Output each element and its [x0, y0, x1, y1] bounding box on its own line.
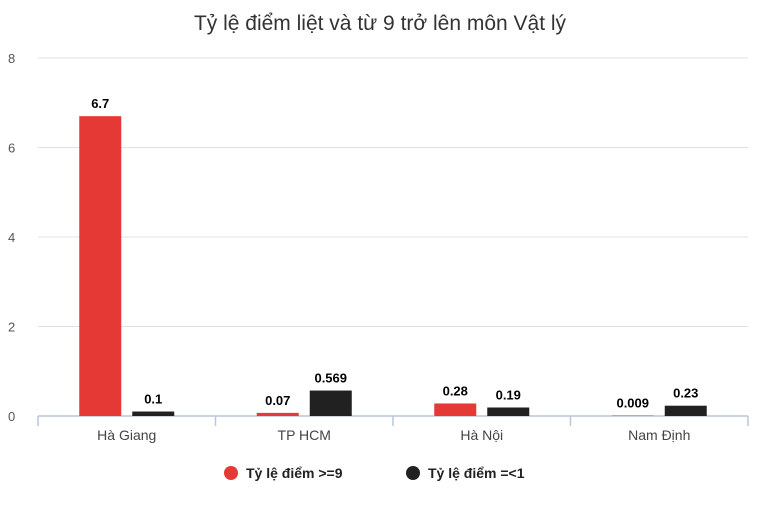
x-tick-label: TP HCM	[278, 427, 331, 443]
legend-item-1[interactable]: Tỷ lệ điểm >=9	[224, 465, 343, 481]
y-tick-label: 0	[8, 409, 15, 424]
x-tick-label: Hà Giang	[97, 427, 156, 443]
bar-2-2[interactable]	[309, 390, 352, 416]
axes: 0 2 4 6 8 Hà Giang TP HCM Hà Nội Nam Định	[8, 51, 749, 443]
bar-1-1[interactable]	[79, 116, 122, 417]
legend[interactable]: Tỷ lệ điểm >=9 Tỷ lệ điểm =<1	[224, 465, 525, 481]
legend-label: Tỷ lệ điểm =<1	[428, 465, 525, 481]
legend-label: Tỷ lệ điểm >=9	[246, 465, 343, 481]
data-label: 0.07	[265, 393, 290, 408]
data-label: 0.1	[144, 392, 162, 407]
bar-1-3[interactable]	[434, 403, 477, 416]
data-label: 0.569	[314, 371, 347, 386]
bar-2-1[interactable]	[132, 411, 175, 416]
legend-marker	[224, 466, 238, 480]
data-label: 0.009	[616, 396, 649, 411]
data-label: 0.28	[443, 383, 468, 398]
chart-title: Tỷ lệ điểm liệt và từ 9 trở lên môn Vật …	[194, 12, 567, 35]
x-tick-label: Nam Định	[628, 427, 690, 443]
bars	[79, 116, 707, 417]
y-tick-label: 2	[8, 320, 15, 335]
legend-item-2[interactable]: Tỷ lệ điểm =<1	[406, 465, 525, 481]
y-tick-label: 4	[8, 230, 15, 245]
data-label: 0.19	[496, 387, 521, 402]
grid	[38, 57, 748, 327]
y-tick-label: 6	[8, 141, 15, 156]
bar-1-2[interactable]	[256, 412, 299, 416]
y-tick-label: 8	[8, 51, 15, 66]
data-labels: 6.7 0.07 0.28 0.009 0.1 0.569 0.19 0.23	[91, 96, 698, 410]
data-label: 6.7	[91, 96, 109, 111]
bar-2-3[interactable]	[487, 407, 530, 416]
x-tick-label: Hà Nội	[460, 427, 503, 443]
bar-2-4[interactable]	[664, 405, 707, 416]
legend-marker	[406, 466, 420, 480]
data-label: 0.23	[673, 386, 698, 401]
